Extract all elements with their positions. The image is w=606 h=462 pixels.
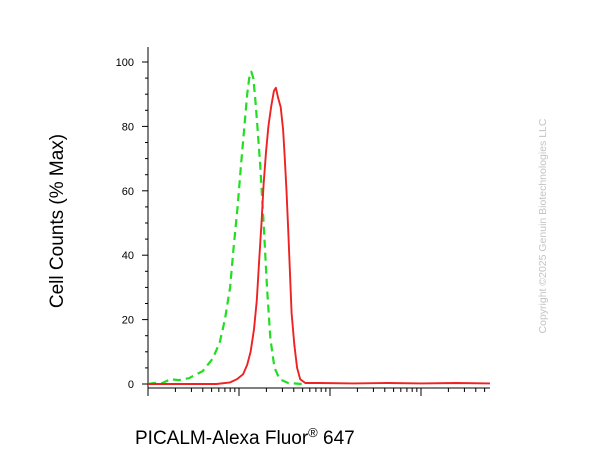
series-line-red-solid [148, 86, 491, 385]
chart-axes [142, 47, 490, 396]
x-axis-title-suffix: 647 [318, 428, 355, 449]
copyright-watermark: Copyright ©2025 Genuin Biotechnologies L… [537, 118, 549, 333]
y-tick-labels: 0 20 40 60 80 100 [116, 57, 134, 391]
y-tick-label: 20 [122, 315, 134, 327]
chart-series [147, 70, 491, 386]
y-tick-label: 100 [116, 57, 134, 69]
x-axis-title-registered-mark: ® [308, 425, 318, 440]
y-tick-label: 40 [122, 250, 134, 262]
y-axis-title: Cell Counts (% Max) [47, 134, 68, 308]
y-tick-label: 80 [122, 121, 134, 133]
x-axis-title-main: PICALM-Alexa Fluor [135, 428, 309, 449]
y-tick-label: 0 [128, 379, 134, 391]
x-axis-title: PICALM-Alexa Fluor® 647 [135, 425, 355, 449]
series-line-green-dashed [147, 70, 302, 386]
y-tick-label: 60 [122, 186, 134, 198]
